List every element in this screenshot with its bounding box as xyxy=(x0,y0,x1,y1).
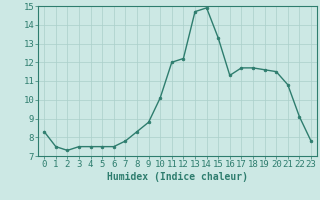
X-axis label: Humidex (Indice chaleur): Humidex (Indice chaleur) xyxy=(107,172,248,182)
